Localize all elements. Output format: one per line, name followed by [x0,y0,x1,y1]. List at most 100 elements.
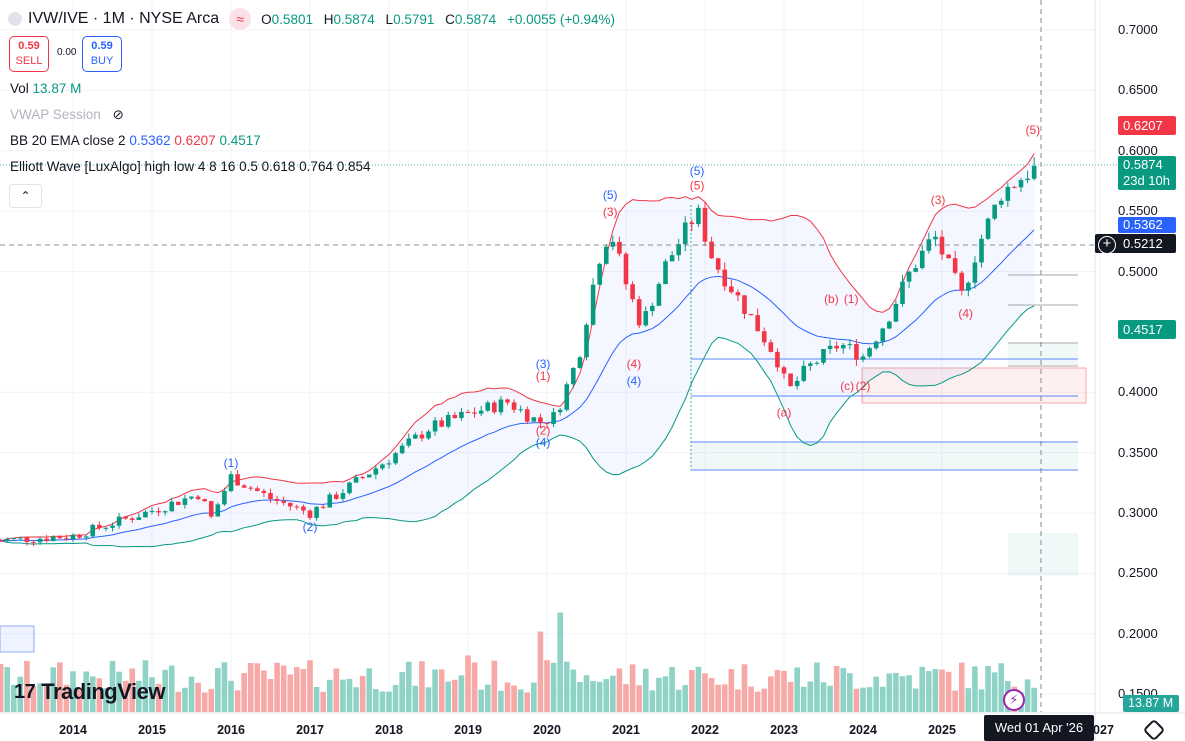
volume-bar [280,665,287,712]
candle-body [808,363,813,366]
volume-bar [596,681,603,712]
candle-body [854,344,859,360]
volume-bar [195,682,201,712]
bb-basis-tag: 0.5362 [1118,217,1176,233]
tradingview-logo[interactable]: 17 TradingView [14,679,165,705]
close-label: C [445,11,455,27]
market-status-icon[interactable]: ≈ [229,8,252,30]
vwap-label: VWAP Session [10,107,101,122]
price-tick: 0.5500 [1118,203,1158,219]
volume-bar [274,662,280,712]
candle-body [116,516,122,526]
candle-body [373,468,379,475]
candle-body [590,284,596,325]
volume-bar [155,683,162,712]
volume-bar [675,689,682,712]
close-value: 0.5874 [454,11,497,27]
candle-body [498,399,504,413]
legend-bb[interactable]: BB 20 EMA close 2 0.5362 0.6207 0.4517 [10,133,261,148]
candle-body [432,420,438,432]
volume-bar [860,687,866,712]
candle-body [952,258,958,273]
volume-bar [926,671,932,712]
candle-body [768,342,774,352]
volume-bar [247,663,254,712]
time-tick: 2024 [849,723,877,737]
candle-body [248,487,254,489]
candle-body [630,284,635,300]
candle-body [900,281,905,304]
volume-bar [432,669,438,712]
legend-elliott[interactable]: Elliott Wave [LuxAlgo] high low 4 8 16 0… [10,159,371,174]
volume-bar [399,672,405,712]
volume-bar [504,682,511,712]
candle-body [636,299,642,326]
candle-body [320,506,326,508]
buy-label: BUY [90,55,114,67]
spread-value: 0.00 [57,47,77,58]
time-tick: 2018 [375,723,403,737]
volume-bar [610,675,616,712]
volume-bar [577,681,583,712]
volume-bar [452,679,458,712]
collapse-legend-button[interactable]: ⌃ [9,184,42,208]
volume-bar [945,671,952,712]
volume-bar [748,686,754,712]
volume-bar [708,677,715,712]
add-alert-icon[interactable]: + [1098,236,1116,254]
candle-body [294,506,300,508]
volume-bar [649,690,656,712]
high-label: H [323,11,334,27]
candle-body [235,474,240,486]
volume-bar [201,692,208,712]
volume-bar [656,677,662,712]
candle-body [577,357,583,368]
volume-bar [932,669,939,712]
bb-lower-tag: 0.4517 [1118,320,1176,339]
volume-bar [768,676,774,712]
legend-volume[interactable]: Vol 13.87 M [10,81,81,96]
candle-body [1005,186,1011,201]
symbol-title[interactable]: IVW/IVE · 1M · NYSE Arca [28,10,220,27]
legend-vwap[interactable]: VWAP Session ⊘ [10,107,124,123]
candle-body [465,411,471,413]
volume-bar [682,685,689,712]
volume-bar [636,685,642,712]
candle-body [919,250,925,269]
volume-bar [261,670,267,712]
candle-body [1018,180,1024,188]
time-tick: 2014 [59,723,87,737]
wave-label: (1) [844,292,859,306]
volume-bar [142,660,149,712]
candle-body [97,524,102,529]
candle-body [83,536,89,538]
candle-body [241,485,247,488]
candle-body [939,236,945,255]
eye-hidden-icon[interactable]: ⊘ [112,107,124,122]
volume-bar [978,689,985,712]
volume-bar [379,691,386,712]
lightning-icon[interactable]: ⚡ [1003,689,1025,711]
candle-body [656,284,662,306]
volume-bar [537,631,544,712]
candle-body [110,525,115,528]
volume-bar [386,691,392,712]
candle-body [742,295,747,314]
wave-label: (5) [690,178,705,192]
candle-body [827,345,833,350]
volume-bar [228,680,234,712]
sell-button[interactable]: 0.59 SELL [9,36,49,72]
candle-body [709,241,714,259]
volume-bar [820,682,827,712]
wave-label: (5) [690,164,705,178]
volume-bar [438,669,445,712]
vol-label: Vol [10,81,29,96]
volume-bar [800,686,807,712]
candle-body [478,410,484,414]
buy-button[interactable]: 0.59 BUY [82,36,122,72]
volume-bar [4,667,10,712]
high-value: 0.5874 [333,11,375,27]
candle-body [801,365,807,381]
candle-body [722,269,728,287]
